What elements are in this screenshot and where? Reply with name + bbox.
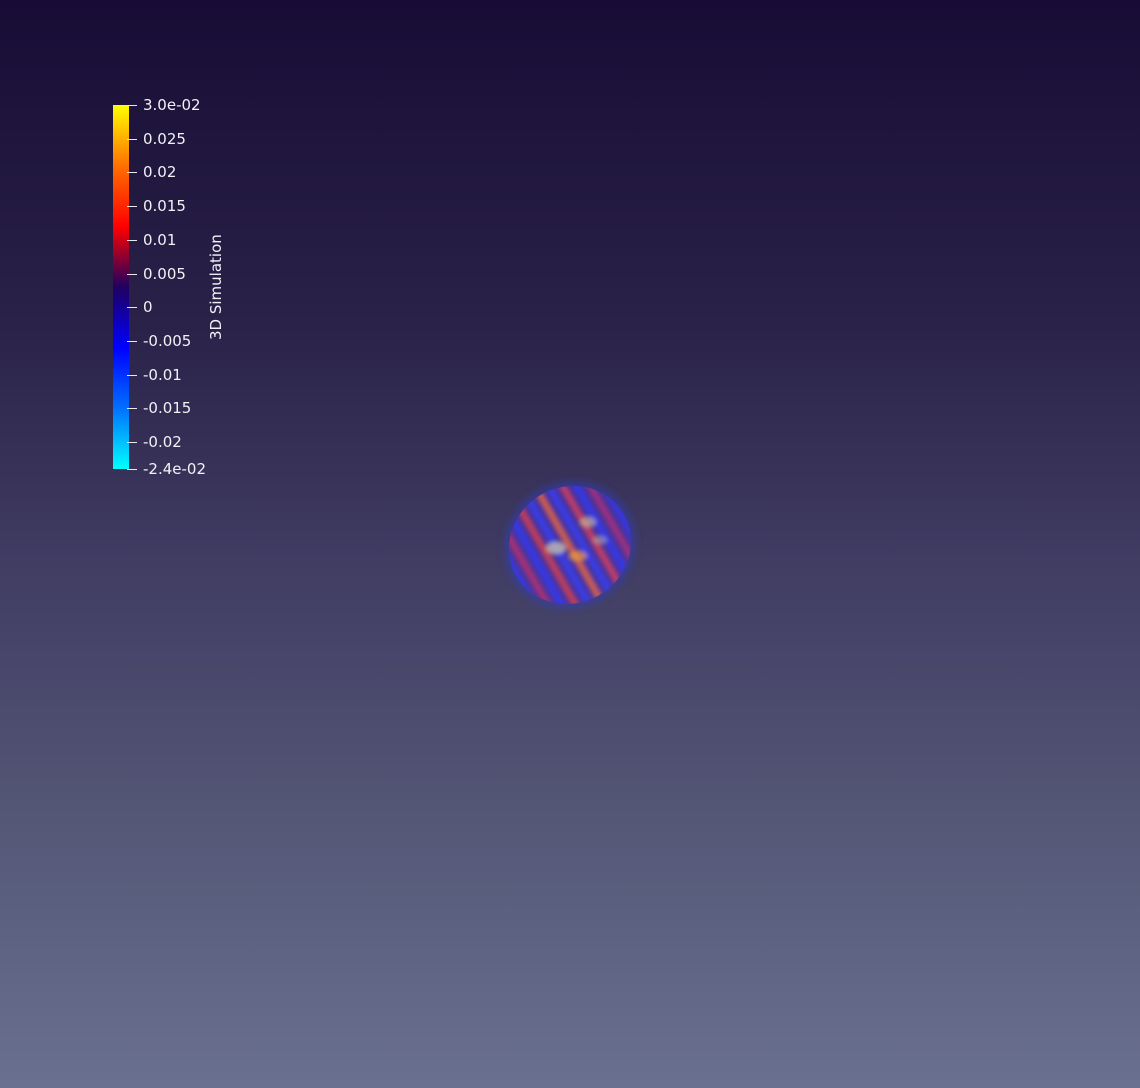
simulation-volume bbox=[487, 463, 653, 627]
